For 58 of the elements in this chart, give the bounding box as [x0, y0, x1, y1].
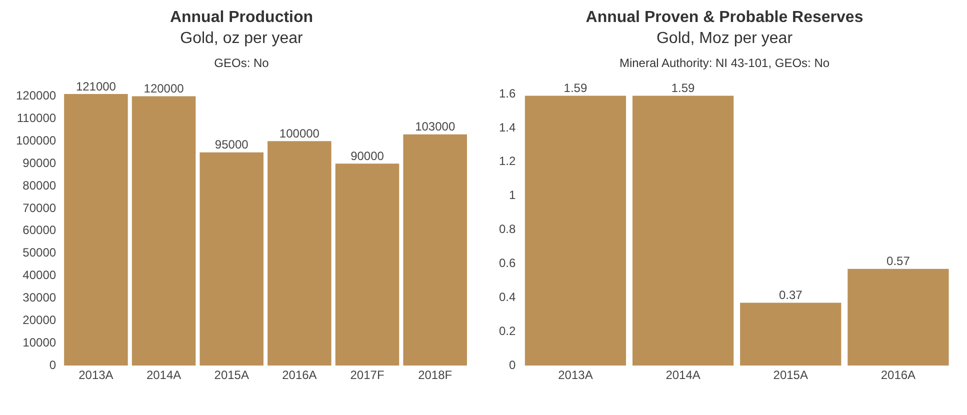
bar — [268, 141, 332, 366]
bar — [524, 96, 626, 366]
y-tick-label: 80000 — [22, 178, 56, 192]
y-tick-label: 110000 — [16, 111, 56, 126]
y-tick-label: 10000 — [22, 335, 56, 350]
y-tick-label: 0 — [508, 358, 516, 372]
bar — [848, 268, 949, 366]
y-tick-label: 50000 — [22, 246, 56, 260]
bar — [632, 96, 734, 366]
y-tick-label: 0 — [49, 358, 56, 372]
chart-subtitle: Gold, oz per year — [179, 29, 304, 49]
x-tick-label: 2013A — [558, 368, 593, 382]
bar — [740, 302, 842, 366]
y-tick-label: 120000 — [16, 88, 56, 103]
x-tick-label: 2018F — [418, 368, 452, 382]
text: Mineral Authority: NI 43-101, GEOs: No — [618, 55, 831, 72]
data-label: 90000 — [350, 148, 384, 163]
y-tick-label: 30000 — [22, 290, 56, 305]
chart-title: Annual Production — [168, 8, 314, 28]
data-label: 95000 — [214, 138, 249, 152]
y-tick-label: 1 — [508, 188, 516, 202]
data-label: 0.37 — [778, 288, 803, 302]
bar — [335, 164, 400, 366]
x-tick-label: 2013A — [78, 368, 114, 382]
bar — [132, 96, 196, 366]
chart-subtitle: Gold, Moz per year — [655, 29, 794, 49]
y-tick-label: 60000 — [22, 223, 56, 238]
data-label: 103000 — [415, 120, 456, 134]
x-tick-label: 2015A — [214, 368, 249, 382]
bar — [64, 94, 128, 366]
chart-title: Annual Proven & Probable Reserves — [584, 8, 864, 28]
y-tick-label: 70000 — [22, 200, 56, 215]
y-tick-label: 100000 — [16, 133, 56, 148]
x-tick-label: 2014A — [146, 368, 182, 382]
y-tick-label: 1.6 — [498, 86, 516, 100]
y-tick-label: 40000 — [22, 268, 56, 282]
x-tick-label: 2016A — [282, 368, 317, 382]
y-tick-label: 90000 — [22, 156, 56, 170]
y-tick-label: 0.6 — [498, 256, 516, 270]
text: GEOs: No — [213, 55, 270, 72]
data-label: 100000 — [279, 126, 320, 140]
y-tick-label: 0.8 — [498, 222, 516, 236]
y-tick-label: 1.2 — [498, 154, 516, 168]
data-label: 120000 — [144, 82, 184, 96]
x-tick-label: 2016A — [880, 368, 916, 382]
x-tick-label: 2017F — [350, 368, 384, 382]
y-tick-label: 20000 — [22, 313, 56, 328]
x-tick-label: 2014A — [666, 368, 700, 382]
bar — [200, 152, 264, 366]
x-tick-label: 2015A — [773, 368, 808, 382]
y-tick-label: 0.4 — [498, 290, 516, 304]
y-tick-label: 1.4 — [498, 120, 516, 134]
bar — [403, 134, 467, 366]
y-tick-label: 0.2 — [498, 324, 516, 338]
data-label: 1.59 — [671, 81, 696, 96]
data-label: 1.59 — [564, 81, 588, 96]
data-label: 121000 — [76, 79, 116, 94]
data-label: 0.57 — [886, 254, 910, 268]
